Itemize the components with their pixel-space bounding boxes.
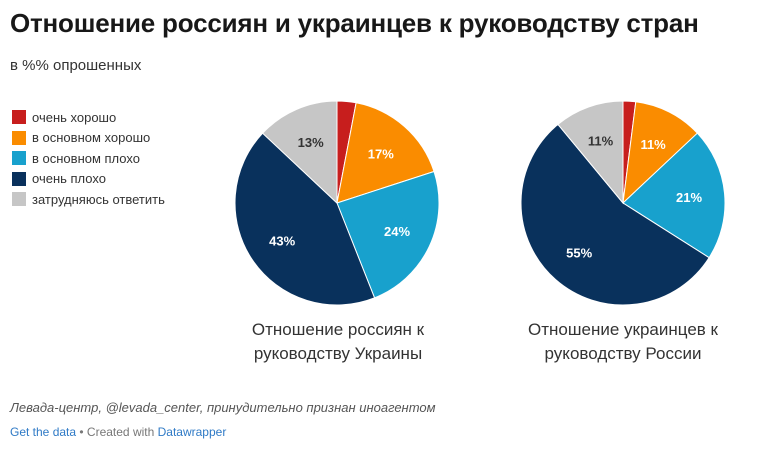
source-notes: Левада-центр, @levada_center, принудител… [10, 400, 436, 415]
pie-slice [234, 132, 376, 306]
legend-item: в основном плохо [12, 148, 165, 169]
pie-slice [557, 100, 624, 205]
get-data-link[interactable]: Get the data [10, 425, 77, 439]
pie-caption-line: руководству Украины [253, 344, 423, 363]
pie-slice [336, 102, 435, 204]
legend-swatch [12, 130, 26, 145]
footer-separator: • Created with [76, 425, 158, 439]
legend-label: в основном хорошо [32, 130, 151, 146]
pie-slice [261, 100, 338, 205]
pie-slice-label: 13% [298, 135, 324, 150]
pie-caption-ukrainians: Отношение украинцев к руководству России [493, 318, 753, 366]
pie-caption-line: Отношение россиян к [251, 320, 425, 339]
pie-slice-label: 24% [384, 224, 410, 239]
legend-item: очень хорошо [12, 107, 165, 128]
pie-slice-label: 21% [676, 190, 702, 205]
pie-slice [520, 123, 710, 306]
chart-subtitle: в %% опрошенных [10, 57, 142, 74]
datawrapper-link[interactable]: Datawrapper [157, 425, 227, 439]
pie-slice-label: 43% [269, 233, 295, 248]
pie-slice [622, 101, 699, 205]
legend-label: в основном плохо [32, 150, 140, 166]
pie-slice-label: 55% [566, 246, 592, 261]
pie-slice-label: 11% [640, 137, 666, 152]
legend-swatch [12, 110, 26, 125]
legend-label: затрудняюсь ответить [32, 191, 165, 207]
legend-item: в основном хорошо [12, 128, 165, 149]
pie-caption-line: Отношение украинцев к [528, 320, 718, 339]
legend-item: затрудняюсь ответить [12, 189, 165, 210]
legend-label: очень хорошо [32, 109, 117, 125]
legend: очень хорошо в основном хорошо в основно… [12, 107, 165, 210]
pie-caption-russians: Отношение россиян к руководству Украины [208, 318, 468, 366]
pie-slice-label: 17% [368, 146, 394, 161]
legend-item: очень плохо [12, 169, 165, 190]
pie-slice-label: 11% [588, 134, 614, 149]
legend-swatch [12, 192, 26, 207]
legend-swatch [12, 151, 26, 166]
pie-slice [622, 132, 726, 259]
chart-title: Отношение россиян и украинцев к руководс… [10, 8, 699, 38]
legend-label: очень плохо [32, 171, 106, 187]
footer: Get the data • Created with Datawrapper [10, 425, 226, 439]
legend-swatch [12, 171, 26, 186]
pie-caption-line: руководству России [544, 344, 702, 363]
